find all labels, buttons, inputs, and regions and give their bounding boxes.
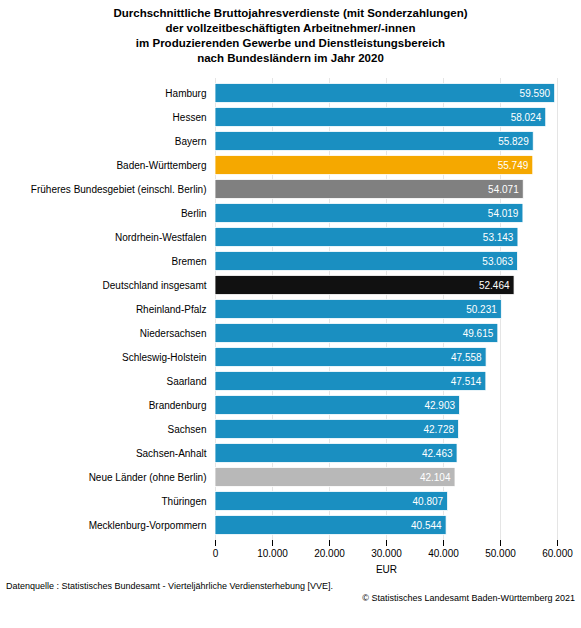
svg-text:47.514: 47.514: [451, 375, 482, 386]
svg-text:60.000: 60.000: [542, 547, 573, 558]
svg-text:49.615: 49.615: [463, 327, 494, 338]
svg-text:52.464: 52.464: [479, 279, 510, 290]
svg-text:30.000: 30.000: [371, 547, 402, 558]
svg-text:Hamburg: Hamburg: [165, 87, 206, 98]
svg-text:42.463: 42.463: [422, 447, 453, 458]
svg-text:50.231: 50.231: [466, 303, 497, 314]
svg-text:Sachsen: Sachsen: [168, 423, 207, 434]
html-text:Durchschnittliche Bruttojahres: Durchschnittliche Bruttojahresverdienste…: [113, 7, 468, 64]
svg-text:54.071: 54.071: [488, 183, 519, 194]
svg-text:Bremen: Bremen: [171, 255, 206, 266]
svg-text:50.000: 50.000: [485, 547, 516, 558]
svg-text:40.000: 40.000: [428, 547, 459, 558]
svg-text:Rheinland-Pfalz: Rheinland-Pfalz: [136, 303, 207, 314]
svg-text:Berlin: Berlin: [181, 207, 207, 218]
html-text:Datenquelle : Statistisches Bu: Datenquelle : Statistisches Bundesamt - …: [6, 580, 333, 591]
svg-text:Thüringen: Thüringen: [161, 495, 206, 506]
svg-text:Bayern: Bayern: [175, 135, 207, 146]
svg-text:Früheres Bundesgebiet (einschl: Früheres Bundesgebiet (einschl. Berlin): [31, 183, 207, 194]
svg-text:55.749: 55.749: [498, 159, 529, 170]
svg-text:40.544: 40.544: [411, 519, 442, 530]
svg-text:Saarland: Saarland: [166, 375, 206, 386]
svg-text:58.024: 58.024: [511, 111, 542, 122]
svg-text:59.590: 59.590: [520, 87, 551, 98]
svg-text:54.019: 54.019: [488, 207, 519, 218]
svg-text:Brandenburg: Brandenburg: [149, 399, 207, 410]
svg-text:10.000: 10.000: [257, 547, 288, 558]
svg-text:Deutschland insgesamt: Deutschland insgesamt: [103, 279, 207, 290]
svg-text:Schleswig-Holstein: Schleswig-Holstein: [122, 351, 206, 362]
svg-text:Hessen: Hessen: [173, 111, 207, 122]
svg-text:53.063: 53.063: [482, 255, 513, 266]
svg-text:40.807: 40.807: [413, 495, 444, 506]
svg-text:42.903: 42.903: [424, 399, 455, 410]
svg-text:EUR: EUR: [376, 563, 397, 574]
svg-text:0: 0: [213, 547, 219, 558]
svg-text:20.000: 20.000: [314, 547, 345, 558]
svg-text:55.829: 55.829: [498, 135, 529, 146]
svg-text:53.143: 53.143: [483, 231, 514, 242]
svg-text:Neue Länder (ohne Berlin): Neue Länder (ohne Berlin): [89, 471, 207, 482]
html-text:© Statistisches Landesamt Bade: © Statistisches Landesamt Baden-Württemb…: [362, 592, 575, 603]
svg-text:Sachsen-Anhalt: Sachsen-Anhalt: [136, 447, 207, 458]
svg-text:42.104: 42.104: [420, 471, 451, 482]
svg-text:Niedersachsen: Niedersachsen: [140, 327, 207, 338]
svg-text:42.728: 42.728: [423, 423, 454, 434]
svg-text:47.558: 47.558: [451, 351, 482, 362]
svg-text:Nordrhein-Westfalen: Nordrhein-Westfalen: [115, 231, 207, 242]
svg-text:Baden-Württemberg: Baden-Württemberg: [116, 159, 206, 170]
svg-text:Mecklenburg-Vorpommern: Mecklenburg-Vorpommern: [89, 519, 207, 530]
